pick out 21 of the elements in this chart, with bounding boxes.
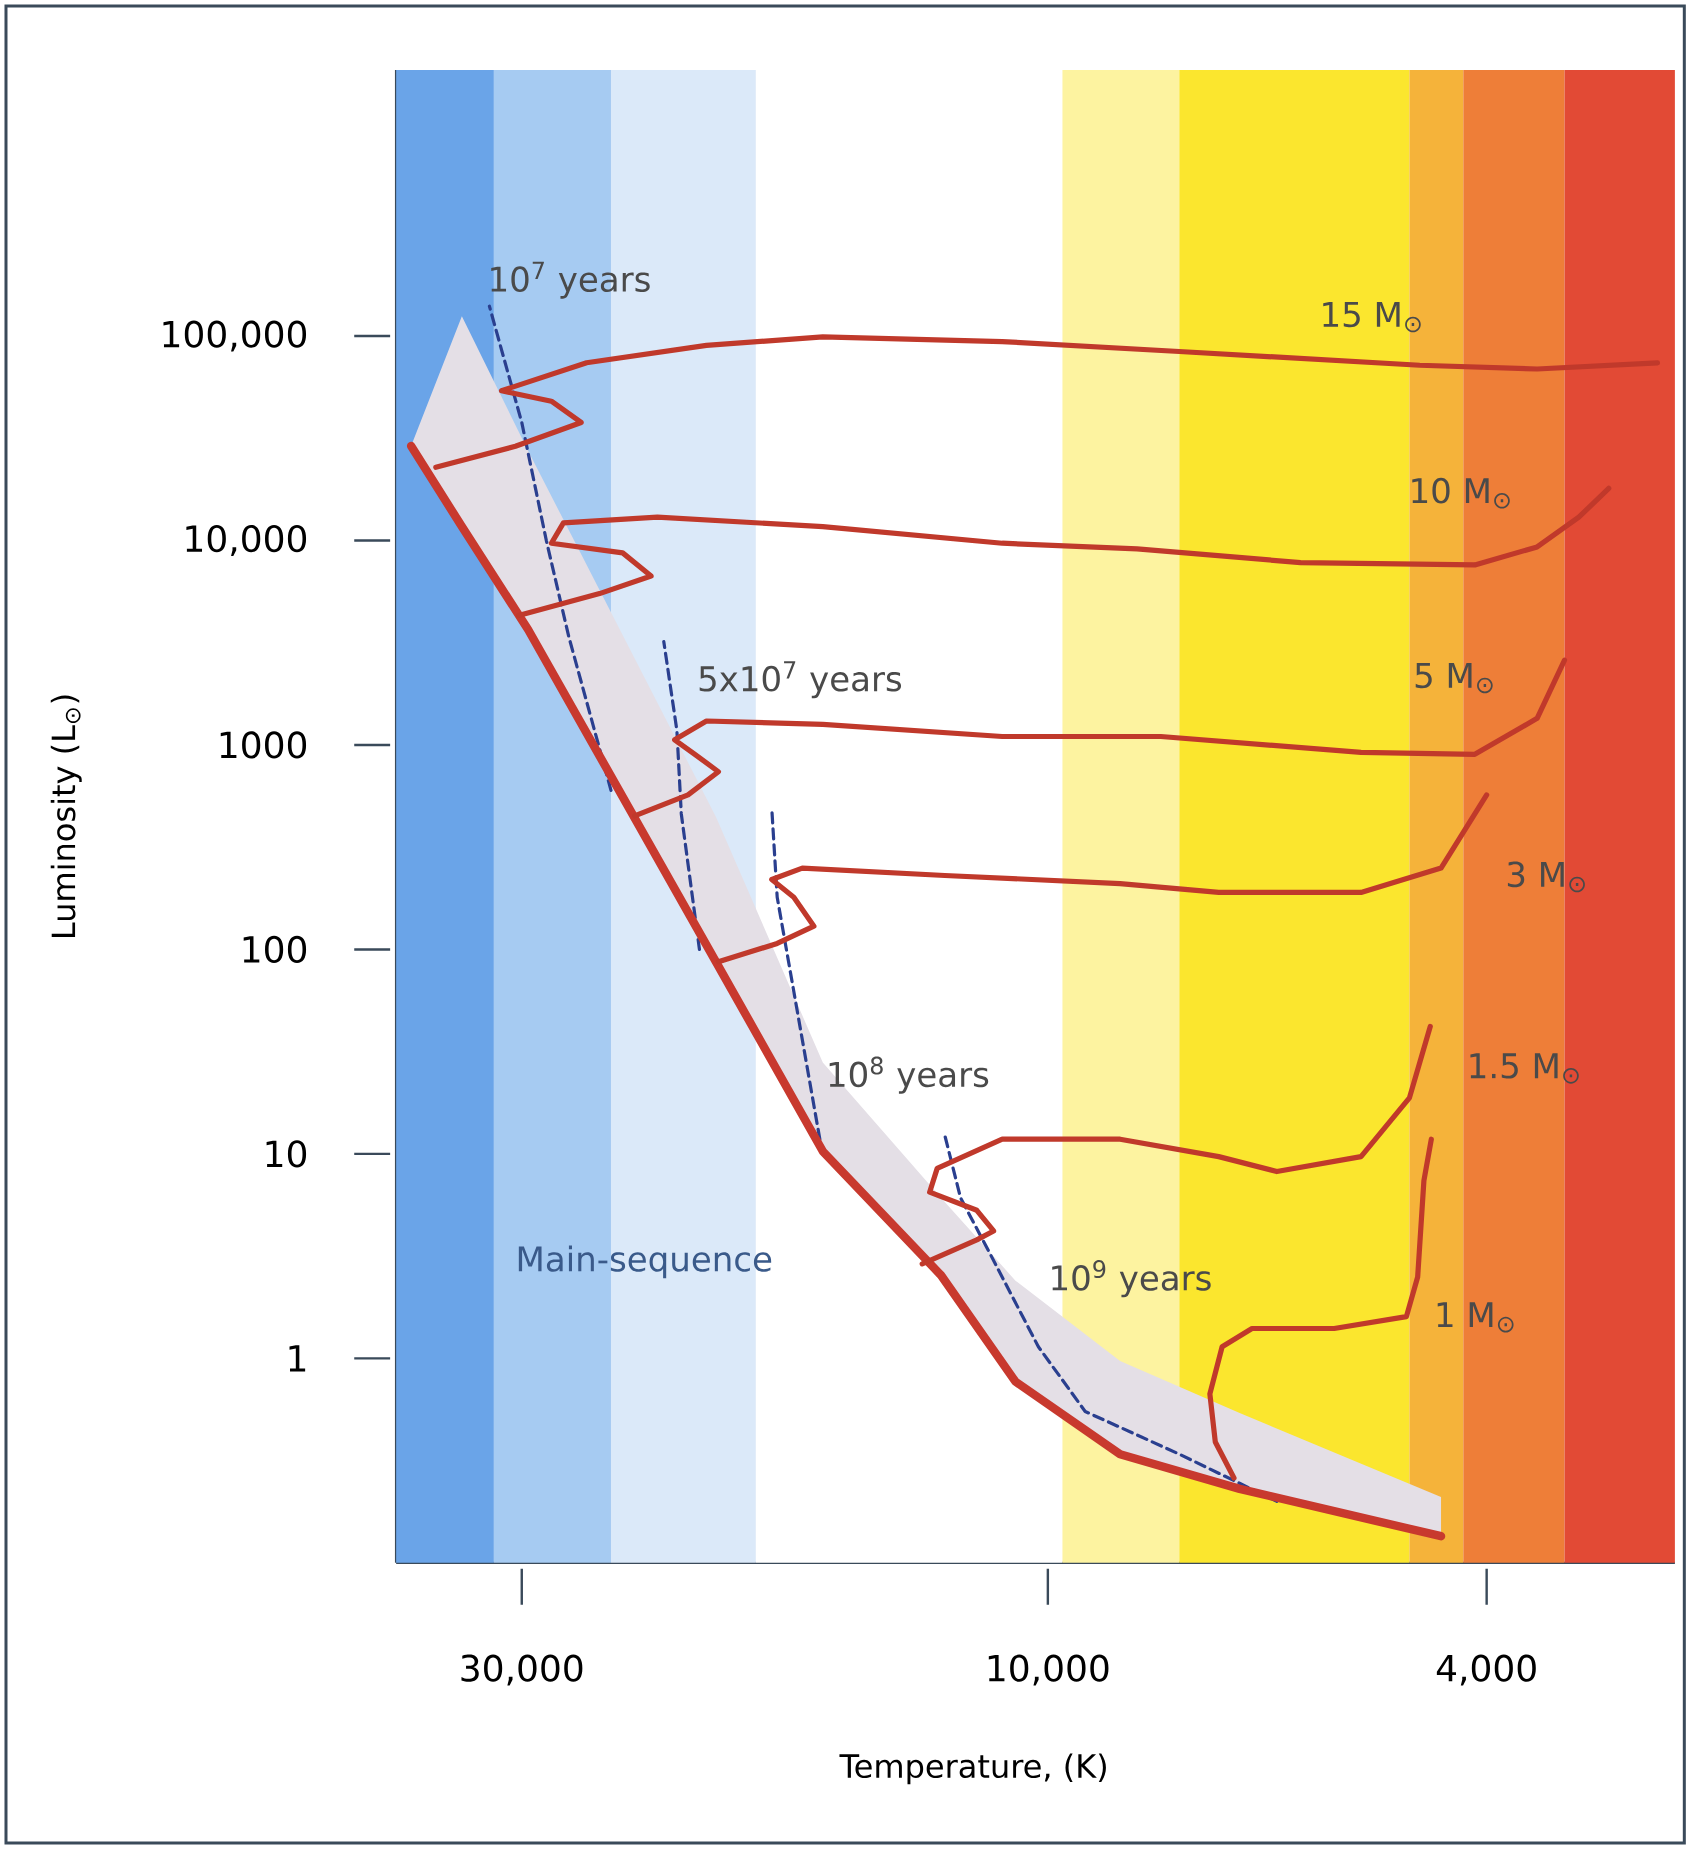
series-label: 5 M$_{⊙}$ <box>1415 662 1493 694</box>
series-label: 3 M$_{⊙}$ <box>1507 861 1585 893</box>
x-tick-label: 30,000 <box>461 1654 583 1686</box>
x-axis-title: Temperature, (K) <box>839 1753 1106 1785</box>
y-tick-label: 100 <box>243 935 306 964</box>
series-label: 15 M$_{⊙}$ <box>1323 302 1421 333</box>
y-tick-label: 1 <box>289 1345 305 1372</box>
series-label: 5x10$^{7}$ years <box>699 661 901 699</box>
series-label: 10 M$_{⊙}$ <box>1412 477 1510 509</box>
series-label: 10$^{8}$ years <box>829 1056 989 1094</box>
y-tick-label: 10 <box>266 1140 306 1168</box>
y-tick-label: 10,000 <box>186 525 306 556</box>
series-label: 1.5 M$_{⊙}$ <box>1470 1053 1579 1084</box>
y-tick-label: 1000 <box>220 731 306 759</box>
x-tick-label: 4,000 <box>1436 1654 1536 1686</box>
series-label: 1 M$_{⊙}$ <box>1437 1302 1514 1333</box>
series-label: 10$^{7}$ years <box>491 261 650 299</box>
x-tick-label: 10,000 <box>988 1654 1109 1686</box>
annotation: Main-sequence <box>518 1245 772 1279</box>
y-tick-label: 100,000 <box>163 320 306 352</box>
y-axis-title: Luminosity (L$_{⊙}$) <box>50 695 82 937</box>
